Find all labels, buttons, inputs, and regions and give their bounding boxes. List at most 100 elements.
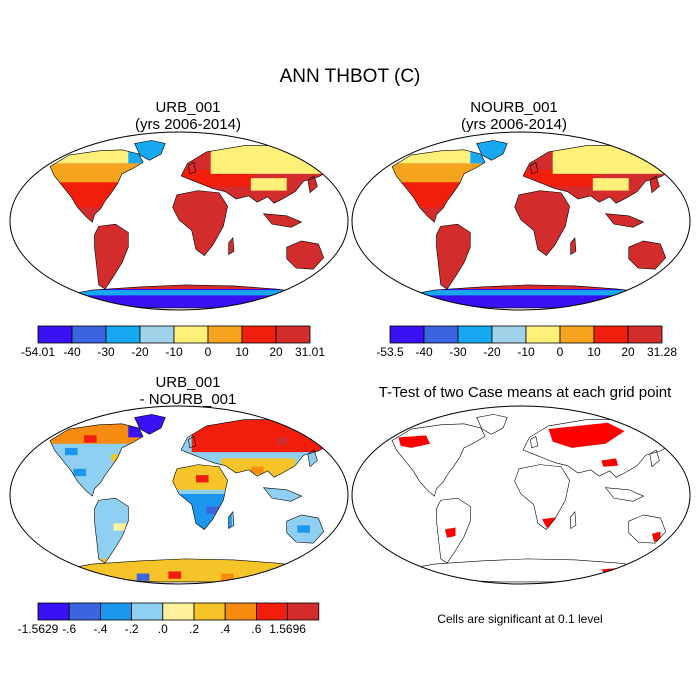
colorbar-swatch	[139, 325, 175, 344]
coastline	[181, 420, 337, 478]
continent-australia	[628, 240, 666, 270]
coastline	[50, 150, 143, 222]
field-patch	[250, 466, 264, 475]
colorbar-tick-label: -20	[131, 345, 149, 359]
coastline	[189, 436, 196, 448]
colorbar-tick-label: -.6	[62, 622, 76, 636]
colorbar-tick-label: -54.01	[21, 345, 55, 359]
colorbar-tick-label: 31.28	[647, 345, 677, 359]
panel-title-line2: - NOURB_001	[139, 391, 237, 408]
region-central-africa	[179, 493, 232, 532]
field-patch	[276, 437, 289, 445]
colorbar-tick-label: -1.5629	[18, 622, 59, 636]
coastline	[135, 140, 166, 160]
continent-madagascar	[570, 237, 576, 255]
colorbar-tick-label: -40	[63, 345, 81, 359]
region-usa	[394, 182, 479, 208]
colorbar-tick-label: -40	[415, 345, 433, 359]
colorbar-swatch	[162, 602, 195, 621]
continent-antarctica	[394, 558, 661, 582]
colorbar-swatch	[525, 325, 561, 344]
map-frame	[351, 131, 691, 311]
panel-title-line1: URB_001	[155, 99, 221, 116]
coastline	[264, 214, 302, 228]
field-patch	[64, 447, 78, 456]
region-usa	[52, 182, 137, 208]
continent-seAsia	[263, 487, 302, 502]
continent-japan	[307, 449, 318, 467]
field-patch	[73, 468, 87, 477]
coastline	[229, 512, 234, 529]
coastline	[629, 515, 666, 543]
colorbar-swatch	[68, 602, 101, 621]
continent-nz	[328, 537, 337, 552]
colorbar-tick-label: 0	[557, 345, 564, 359]
continent-africa	[514, 190, 570, 256]
coastline	[477, 414, 508, 434]
panel-title-nourb: NOURB_001 (yrs 2006-2014)	[364, 99, 664, 133]
field-patch	[195, 475, 209, 483]
map-ttest	[392, 414, 679, 582]
coastline	[571, 238, 576, 255]
coastline	[308, 176, 318, 193]
continent-uk	[530, 436, 538, 448]
region-greenland	[128, 140, 171, 164]
continent-northAmerica	[392, 423, 486, 497]
panel-title-line1: URB_001	[155, 374, 221, 391]
colorbar-swatch	[287, 602, 320, 621]
region-himalaya	[250, 178, 287, 191]
continent-nz	[328, 263, 337, 278]
colorbar-diff: -1.5629 -.6 -.4 -.2 .0 .2 .4 .6 1.5696	[18, 602, 320, 636]
colorbar-swatch	[389, 325, 425, 344]
coastline	[531, 162, 538, 174]
colorbar-swatch	[593, 325, 629, 344]
coastline	[437, 498, 471, 563]
coastline	[287, 241, 324, 269]
colorbar-tick-label: -53.5	[376, 345, 404, 359]
colorbar-tick-label: 1.5696	[269, 622, 306, 636]
colorbar-swatch	[100, 602, 133, 621]
colorbar-tick-label: 20	[621, 345, 635, 359]
colorbar-swatch	[559, 325, 595, 344]
coastline	[50, 424, 143, 496]
colorbar-swatch	[255, 602, 288, 621]
colorbar-tick-label: 20	[269, 345, 283, 359]
colorbar-tick-label: -20	[483, 345, 501, 359]
coastline	[629, 241, 666, 269]
panel-title-urb: URB_001 (yrs 2006-2014)	[38, 99, 338, 133]
field-patch	[136, 573, 150, 581]
coastline	[606, 488, 644, 502]
coastline	[392, 424, 485, 496]
field-patch	[113, 523, 127, 531]
continent-nz	[670, 263, 679, 278]
significant-northern-russia	[548, 422, 625, 448]
coastline	[329, 538, 336, 552]
field-patch	[221, 573, 234, 581]
significant-alaska-canada	[398, 435, 431, 448]
colorbar-tick-label: .2	[189, 622, 199, 636]
coastline	[515, 191, 570, 256]
colorbar-swatch	[224, 602, 257, 621]
colorbar-tick-label: .6	[251, 622, 261, 636]
region-himalaya	[592, 178, 629, 191]
coastline	[650, 450, 660, 467]
significant-central-asia	[601, 458, 619, 467]
coastline	[523, 420, 679, 478]
coastline	[650, 176, 660, 193]
colorbar-swatch	[207, 325, 243, 344]
coastline	[671, 538, 678, 552]
region-antarctic-coast	[394, 290, 669, 296]
colorbar-swatch	[131, 602, 164, 621]
region-canada-central	[50, 163, 146, 183]
figure-title: ANN THBOT (C)	[279, 66, 421, 87]
colorbar-swatch	[275, 325, 311, 344]
coastline	[531, 436, 538, 448]
coastline	[189, 162, 196, 174]
coastline	[515, 465, 570, 530]
significant-south-america-south	[444, 527, 456, 538]
coastline	[392, 150, 485, 222]
colorbar-tick-label: -10	[165, 345, 183, 359]
coastline	[229, 238, 234, 255]
coastline	[523, 146, 679, 204]
panel-title-line2: (yrs 2006-2014)	[461, 116, 567, 133]
